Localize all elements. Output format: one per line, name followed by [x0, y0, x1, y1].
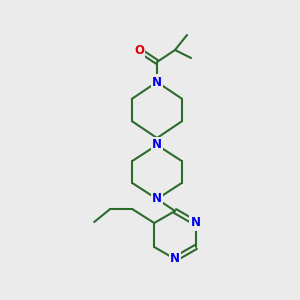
Text: N: N: [170, 253, 180, 266]
Text: N: N: [191, 217, 201, 230]
Text: N: N: [152, 76, 162, 88]
Text: N: N: [152, 139, 162, 152]
Text: N: N: [152, 193, 162, 206]
Text: O: O: [134, 44, 144, 56]
